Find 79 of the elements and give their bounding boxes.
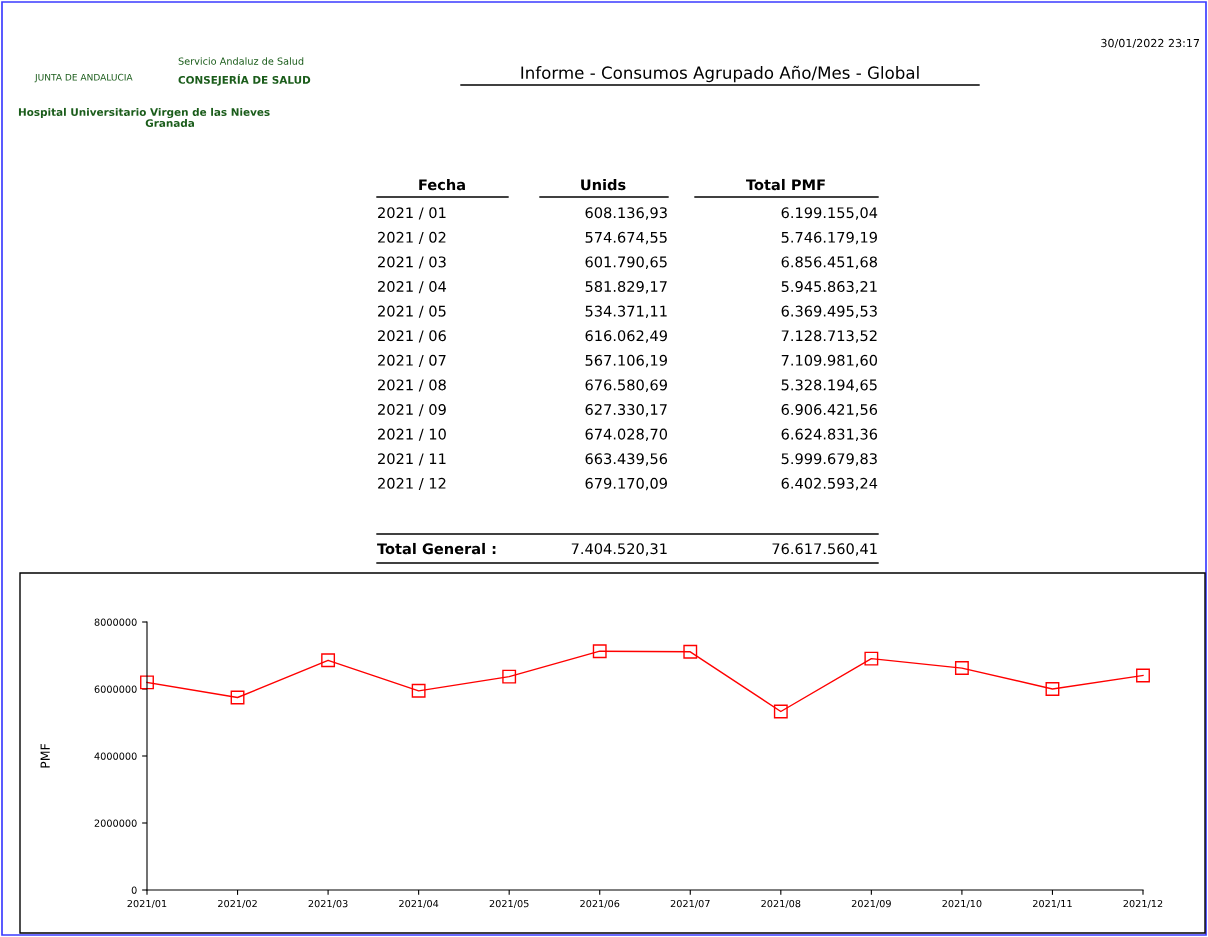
y-tick-label: 2000000: [94, 819, 137, 827]
text: 679.170,09: [585, 477, 667, 491]
text: 6.369.495,53: [781, 305, 877, 319]
point: [230, 690, 245, 705]
x-tick-label: 2021/11: [1032, 899, 1072, 909]
x-tick-label: 2021/04: [399, 899, 439, 909]
text: 627.330,17: [585, 404, 667, 417]
text: 2021 / 07: [378, 354, 446, 367]
text: Servicio Andaluz de Salud: [178, 57, 304, 65]
y-tick-label: 8000000: [94, 618, 137, 626]
point: [1045, 682, 1060, 696]
x-tick-label: 2021/07: [670, 899, 710, 909]
point: [411, 683, 426, 698]
y-tick-label: 0: [131, 886, 137, 894]
text: 567.106,19: [585, 354, 667, 368]
point: [502, 669, 517, 684]
text: 2021 / 01: [378, 207, 446, 220]
x-tick-label: 2021/10: [942, 899, 982, 909]
text: 608.136,93: [585, 207, 667, 220]
x-tick-label: 2021/05: [489, 899, 529, 909]
point: [683, 644, 698, 659]
text: 674.028,70: [585, 428, 668, 442]
text: 7.109.981,60: [781, 354, 878, 368]
text: Unids: [581, 178, 626, 191]
text: 6.906.421,56: [781, 404, 878, 417]
text: 2021 / 05: [378, 305, 446, 318]
text: 574.674,55: [585, 231, 667, 245]
x-tick-label: 2021/06: [580, 899, 620, 909]
text: 2021 / 11: [378, 453, 446, 466]
point: [773, 704, 788, 719]
y-axis-title: PMF: [40, 743, 50, 768]
text: 2021 / 04: [378, 281, 447, 294]
x-tick-label: 2021/08: [761, 899, 801, 909]
point: [864, 651, 879, 666]
point: [321, 653, 336, 668]
y-tick-label: 4000000: [94, 752, 137, 760]
text: 601.790,65: [585, 256, 667, 269]
point: [140, 675, 154, 690]
text: 5.328.194,65: [781, 379, 877, 392]
x-tick-label: 2021/09: [851, 899, 891, 909]
text: 2021 / 03: [378, 256, 446, 269]
text: 2021 / 10: [378, 428, 446, 441]
point: [1136, 668, 1150, 683]
text: 76.617.560,41: [772, 543, 877, 556]
x-tick-label: 2021/02: [218, 899, 257, 909]
text: Hospital Universitario Virgen de las Nieves: [18, 107, 270, 119]
text: Total General :: [377, 542, 496, 555]
text: 2021 / 12: [378, 477, 446, 490]
text: 5.746.179,19: [781, 231, 877, 245]
point: [954, 661, 969, 676]
text: 663.439,56: [585, 453, 668, 466]
text: 534.371,11: [585, 305, 667, 319]
text: 6.199.155,04: [781, 207, 878, 220]
text: 5.945.863,21: [781, 281, 877, 294]
text: 2021 / 02: [378, 231, 446, 244]
text: 6.856.451,68: [781, 256, 877, 269]
text: Granada: [145, 118, 195, 128]
point: [592, 644, 607, 659]
text: 2021 / 08: [378, 379, 446, 392]
text: 2021 / 09: [378, 404, 446, 417]
text: 2021 / 06: [378, 330, 446, 343]
text: Fecha: [419, 178, 465, 191]
y-tick-label: 6000000: [94, 685, 137, 693]
text: 5.999.679,83: [781, 453, 877, 466]
text: 581.829,17: [585, 281, 667, 294]
x-tick-label: 2021/03: [308, 899, 348, 909]
text: CONSEJERÍA DE SALUD: [178, 74, 311, 86]
text: 6.402.593,24: [781, 477, 878, 491]
text: 30/01/2022 23:17: [1101, 38, 1200, 49]
text: JUNTA DE ANDALUCIA: [34, 73, 133, 83]
text: 676.580,69: [585, 379, 667, 392]
text: 616.062,49: [585, 330, 667, 343]
text: Total PMF: [746, 178, 825, 191]
text: Informe - Consumos Agrupado Año/Mes - Global: [521, 65, 919, 83]
x-tick-label: 2021/12: [1123, 899, 1163, 909]
text: 7.128.713,52: [781, 330, 877, 343]
text: 6.624.831,36: [781, 428, 878, 442]
x-tick-label: 2021/01: [127, 899, 167, 909]
text: 7.404.520,31: [571, 543, 667, 556]
